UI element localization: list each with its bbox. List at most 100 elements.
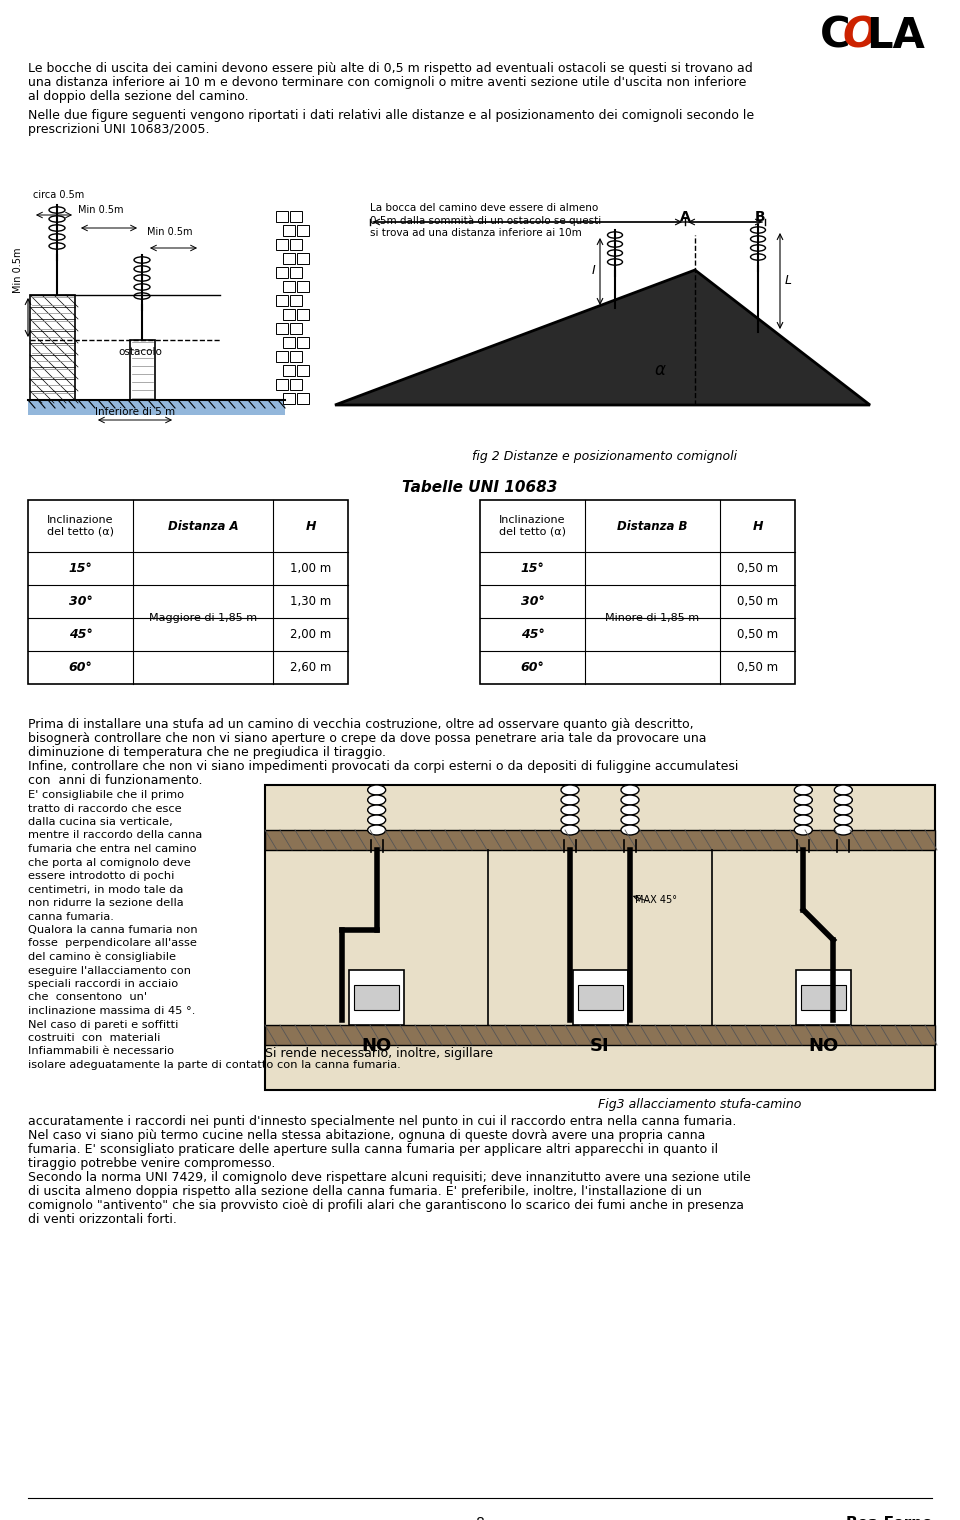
Ellipse shape: [794, 806, 812, 815]
Bar: [283, 365, 295, 375]
Text: Min 0.5m: Min 0.5m: [13, 248, 23, 293]
Bar: [290, 378, 302, 391]
Text: mentre il raccordo della canna: mentre il raccordo della canna: [28, 830, 203, 841]
Text: bisognerà controllare che non vi siano aperture o crepe da dove possa penetrare : bisognerà controllare che non vi siano a…: [28, 733, 707, 745]
Ellipse shape: [561, 806, 579, 815]
Text: Inferiore di 5 m: Inferiore di 5 m: [95, 407, 175, 416]
Ellipse shape: [608, 258, 622, 264]
Text: Nel caso di pareti e soffitti: Nel caso di pareti e soffitti: [28, 1020, 179, 1029]
Text: O: O: [842, 15, 877, 56]
Text: ostacolo: ostacolo: [118, 347, 162, 357]
Text: che  consentono  un': che consentono un': [28, 993, 147, 1003]
Ellipse shape: [834, 825, 852, 834]
Bar: [283, 337, 295, 348]
Text: costruiti  con  materiali: costruiti con materiali: [28, 1034, 160, 1043]
Bar: [297, 252, 309, 264]
Text: 45°: 45°: [68, 628, 92, 641]
Ellipse shape: [834, 815, 852, 825]
Bar: [290, 268, 302, 278]
Text: del camino è consigliabile: del camino è consigliabile: [28, 952, 176, 962]
Ellipse shape: [561, 795, 579, 806]
Text: 60°: 60°: [520, 661, 544, 673]
Ellipse shape: [751, 236, 765, 242]
Text: centimetri, in modo tale da: centimetri, in modo tale da: [28, 885, 183, 894]
Ellipse shape: [608, 249, 622, 257]
Bar: [297, 225, 309, 236]
Ellipse shape: [561, 825, 579, 834]
Ellipse shape: [751, 226, 765, 233]
Text: MAX 45°: MAX 45°: [635, 895, 677, 904]
Text: speciali raccordi in acciaio: speciali raccordi in acciaio: [28, 979, 179, 990]
Text: Le bocche di uscita dei camini devono essere più alte di 0,5 m rispetto ad event: Le bocche di uscita dei camini devono es…: [28, 62, 753, 74]
Ellipse shape: [621, 795, 639, 806]
Text: Fig3 allacciamento stufa-camino: Fig3 allacciamento stufa-camino: [598, 1097, 802, 1111]
Bar: [578, 985, 622, 1009]
Ellipse shape: [794, 784, 812, 795]
Bar: [265, 830, 935, 850]
Bar: [276, 295, 288, 306]
Text: 0,50 m: 0,50 m: [737, 594, 778, 608]
Bar: [265, 784, 935, 1090]
Text: Minore di 1,85 m: Minore di 1,85 m: [606, 613, 700, 623]
Bar: [349, 970, 404, 1024]
Ellipse shape: [49, 225, 65, 231]
Ellipse shape: [368, 825, 386, 834]
Text: con  anni di funzionamento.: con anni di funzionamento.: [28, 774, 203, 787]
Bar: [276, 268, 288, 278]
Text: non ridurre la sezione della: non ridurre la sezione della: [28, 898, 183, 907]
Ellipse shape: [49, 243, 65, 249]
Text: L: L: [785, 274, 792, 286]
Text: NO: NO: [808, 1037, 838, 1055]
Ellipse shape: [621, 784, 639, 795]
Text: fumaria. E' sconsigliato praticare delle aperture sulla canna fumaria per applic: fumaria. E' sconsigliato praticare delle…: [28, 1143, 718, 1157]
Text: Inclinazione
del tetto (α): Inclinazione del tetto (α): [499, 515, 566, 537]
Ellipse shape: [621, 815, 639, 825]
Text: A: A: [680, 210, 690, 223]
Text: SI: SI: [590, 1037, 610, 1055]
Text: H: H: [753, 520, 763, 532]
Text: al doppio della sezione del camino.: al doppio della sezione del camino.: [28, 90, 249, 103]
Text: NO: NO: [362, 1037, 392, 1055]
Ellipse shape: [794, 825, 812, 834]
Text: La bocca del camino deve essere di almeno: La bocca del camino deve essere di almen…: [370, 204, 598, 213]
Bar: [297, 309, 309, 321]
Text: Prima di installare una stufa ad un camino di vecchia costruzione, oltre ad osse: Prima di installare una stufa ad un cami…: [28, 717, 694, 731]
Text: fosse  perpendicolare all'asse: fosse perpendicolare all'asse: [28, 938, 197, 948]
Text: Nelle due figure seguenti vengono riportati i dati relativi alle distanze e al p: Nelle due figure seguenti vengono riport…: [28, 109, 755, 122]
Text: Qualora la canna fumaria non: Qualora la canna fumaria non: [28, 926, 198, 935]
Ellipse shape: [134, 257, 150, 263]
Ellipse shape: [134, 266, 150, 272]
Bar: [28, 400, 285, 415]
Bar: [283, 281, 295, 292]
Text: accuratamente i raccordi nei punti d'innesto specialmente nel punto in cui il ra: accuratamente i raccordi nei punti d'inn…: [28, 1116, 736, 1128]
Bar: [297, 281, 309, 292]
Text: circa 0.5m: circa 0.5m: [33, 190, 84, 201]
Bar: [276, 351, 288, 362]
Text: essere introdotto di pochi: essere introdotto di pochi: [28, 871, 175, 882]
Ellipse shape: [834, 784, 852, 795]
Bar: [265, 1024, 935, 1046]
Text: che porta al comignolo deve: che porta al comignolo deve: [28, 857, 191, 868]
Text: tratto di raccordo che esce: tratto di raccordo che esce: [28, 804, 181, 813]
Text: Min 0.5m: Min 0.5m: [147, 226, 193, 237]
Bar: [276, 378, 288, 391]
Text: 15°: 15°: [520, 562, 544, 575]
Text: comignolo "antivento" che sia provvisto cioè di profili alari che garantiscono l: comignolo "antivento" che sia provvisto …: [28, 1199, 744, 1211]
Text: Infine, controllare che non vi siano impedimenti provocati da corpi esterni o da: Infine, controllare che non vi siano imp…: [28, 760, 738, 774]
Text: LA: LA: [866, 15, 924, 56]
Ellipse shape: [49, 216, 65, 222]
Ellipse shape: [49, 207, 65, 213]
Ellipse shape: [608, 233, 622, 239]
Ellipse shape: [134, 275, 150, 281]
Ellipse shape: [794, 815, 812, 825]
Text: di uscita almeno doppia rispetto alla sezione della canna fumaria. E' preferibil: di uscita almeno doppia rispetto alla se…: [28, 1186, 702, 1198]
Ellipse shape: [751, 245, 765, 251]
Bar: [572, 970, 628, 1024]
Ellipse shape: [368, 815, 386, 825]
Bar: [297, 394, 309, 404]
Text: 60°: 60°: [68, 661, 92, 673]
Text: Nel caso vi siano più termo cucine nella stessa abitazione, ognuna di queste dov: Nel caso vi siano più termo cucine nella…: [28, 1129, 706, 1142]
Text: 1,00 m: 1,00 m: [290, 562, 331, 575]
Bar: [276, 324, 288, 334]
Ellipse shape: [834, 806, 852, 815]
